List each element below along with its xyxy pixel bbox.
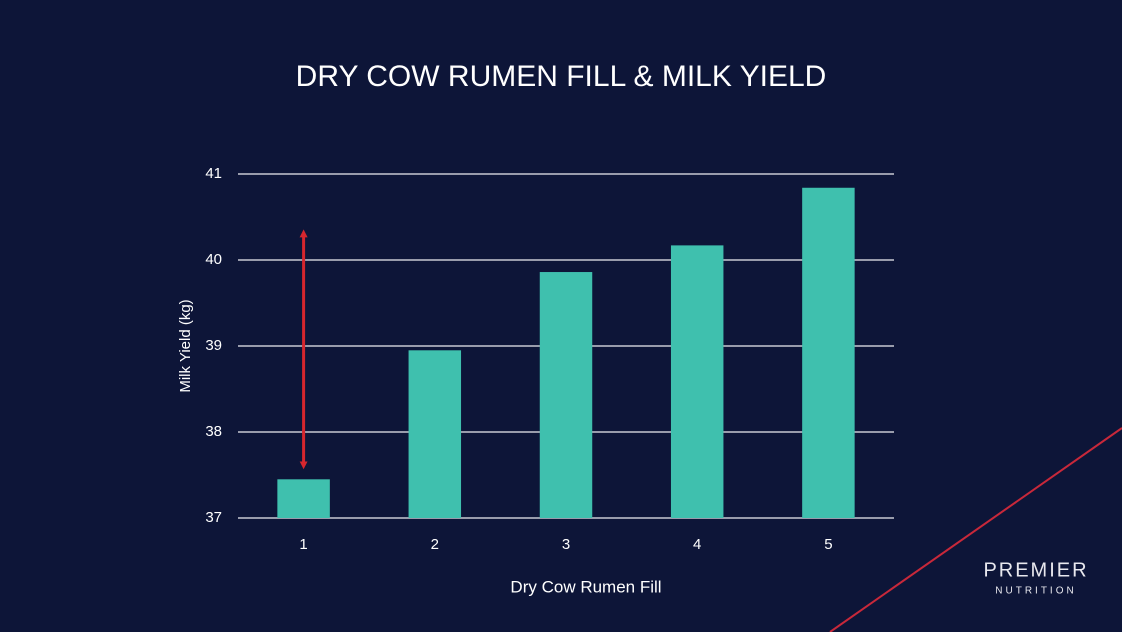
x-tick-label: 2: [431, 536, 439, 553]
x-tick-label: 4: [693, 536, 701, 553]
decor-line: [829, 427, 1122, 632]
x-axis-label: Dry Cow Rumen Fill: [510, 577, 661, 596]
bar: [539, 272, 593, 518]
x-tick-label: 1: [299, 536, 307, 553]
y-tick-label: 38: [205, 423, 222, 440]
bar: [802, 187, 855, 518]
bar: [277, 479, 330, 518]
y-tick-label: 39: [205, 337, 222, 354]
logo-line1: PREMIER: [983, 559, 1088, 581]
y-tick-label: 41: [205, 165, 222, 182]
bar: [408, 350, 462, 518]
y-tick-label: 40: [205, 251, 222, 268]
chart-title: DRY COW RUMEN FILL & MILK YIELD: [296, 60, 827, 93]
y-tick-label: 37: [205, 509, 222, 526]
logo-line2: NUTRITION: [995, 586, 1076, 597]
x-tick-label: 5: [824, 536, 832, 553]
y-axis-label: Milk Yield (kg): [177, 299, 194, 392]
x-tick-label: 3: [562, 536, 570, 553]
bar: [670, 245, 724, 518]
